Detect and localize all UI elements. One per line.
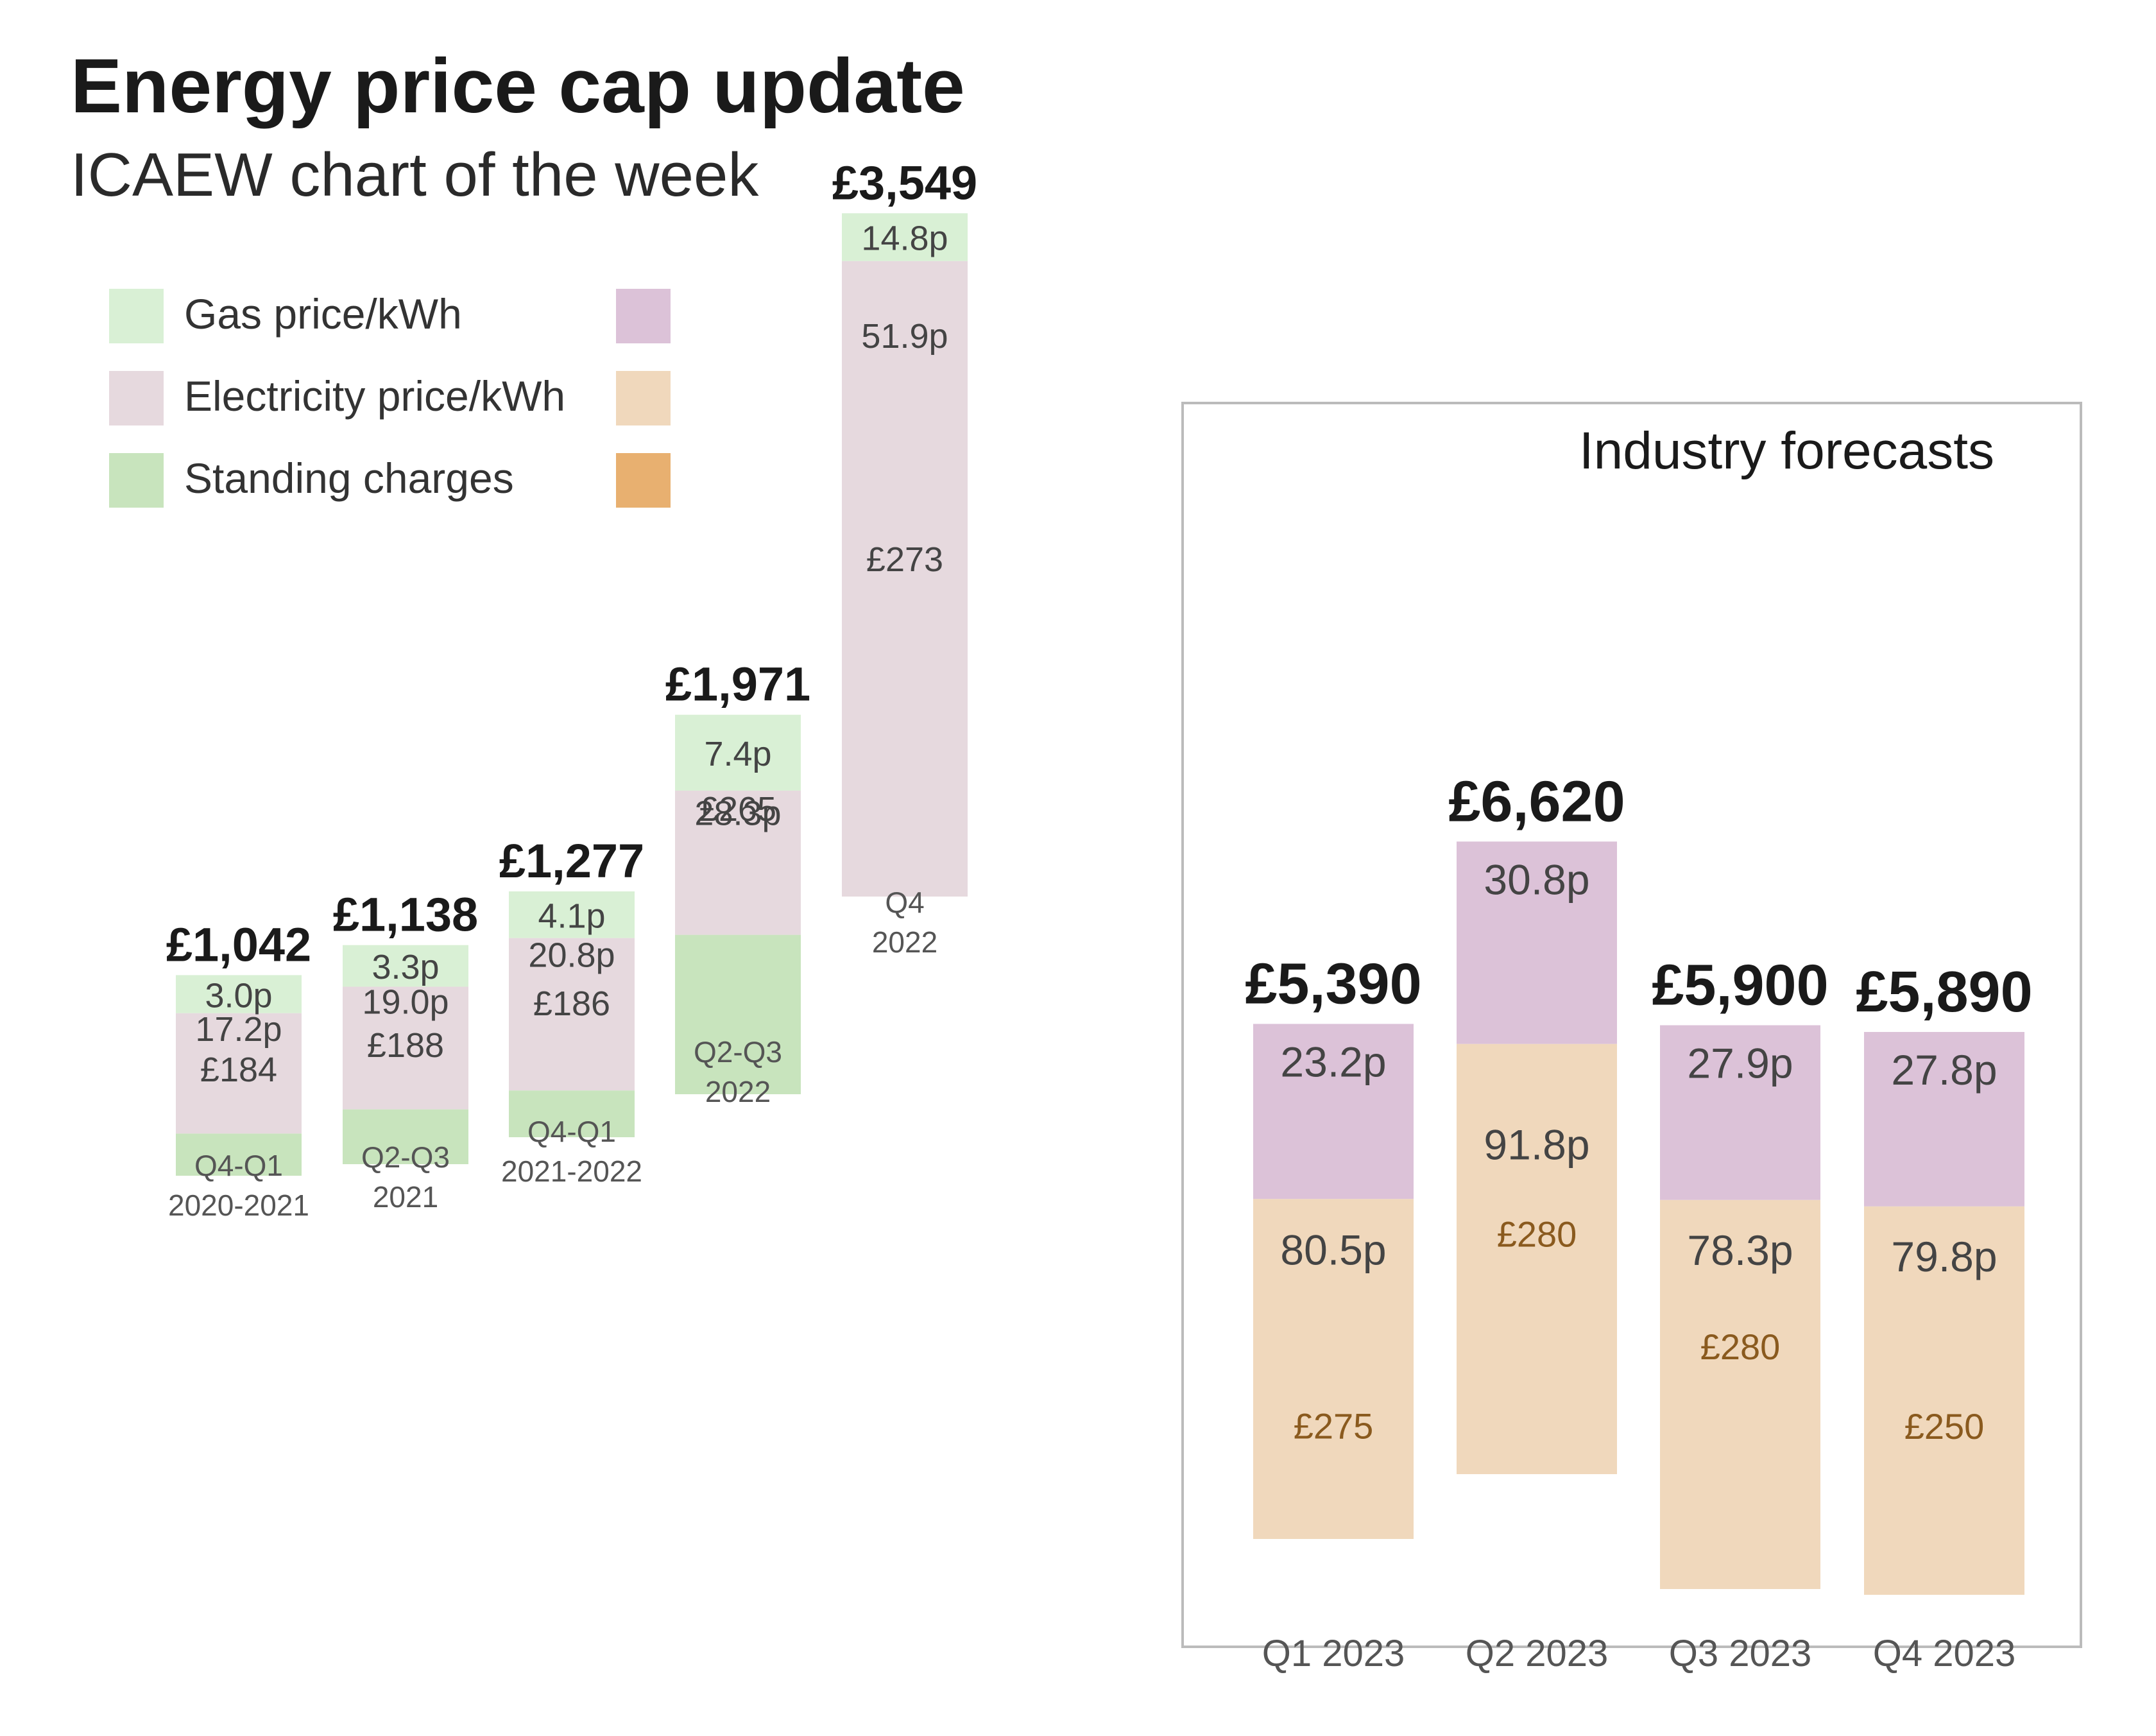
forecast-gas-label: 23.2p: [1280, 1038, 1386, 1085]
chart-title: Energy price cap update: [71, 43, 965, 129]
forecast-electricity-label: 79.8p: [1891, 1233, 1997, 1280]
historic-gas-segment: [343, 945, 468, 987]
forecast-electricity-segment: [1660, 1199, 1820, 1589]
historic-category-label: Q4-Q1: [194, 1149, 283, 1182]
historic-gas-label: 7.4p: [704, 735, 771, 773]
historic-electricity-label: 20.8p: [528, 936, 615, 975]
historic-standing-segment: [509, 1090, 635, 1137]
historic-electricity-label: 19.0p: [362, 983, 449, 1021]
historic-total-label: £1,971: [665, 658, 810, 711]
historic-electricity-segment: [343, 986, 468, 1110]
historic-total-label: £1,042: [166, 918, 311, 971]
legend: Gas price/kWh Electricity price/kWh Stan…: [109, 289, 671, 508]
historic-electricity-segment: [176, 1013, 302, 1134]
forecast-bars: £5,390 23.2p 80.5p £275 Q1 2023 £6,620 30.8p 91…: [1245, 769, 2032, 1674]
legend-swatch-electricity-forecast: [616, 371, 671, 425]
forecast-gas-segment: [1253, 1024, 1414, 1199]
forecast-electricity-segment: [1253, 1199, 1414, 1539]
historic-gas-segment: [675, 714, 801, 791]
forecast-category-label: Q1 2023: [1262, 1633, 1405, 1674]
historic-category-year: 2022: [705, 1075, 771, 1108]
historic-standing-label: £273: [866, 540, 943, 579]
forecast-gas-segment: [1457, 841, 1617, 1044]
historic-electricity-label: 17.2p: [195, 1010, 282, 1049]
forecast-electricity-label: 91.8p: [1484, 1121, 1589, 1168]
forecast-gas-segment: [1660, 1025, 1820, 1200]
forecast-gas-label: 27.8p: [1891, 1046, 1997, 1094]
historic-category-year: 2020-2021: [168, 1189, 309, 1222]
forecast-total-label: £5,890: [1856, 960, 2032, 1024]
legend-swatch-standing-historic: [109, 453, 164, 508]
forecast-total-label: £6,620: [1448, 769, 1625, 834]
forecast-standing-label: £280: [1497, 1214, 1577, 1254]
forecast-electricity-label: 80.5p: [1280, 1226, 1386, 1274]
forecast-gas-segment: [1864, 1031, 2024, 1207]
historic-category-year: 2021: [373, 1180, 438, 1214]
legend-label-standing: Standing charges: [184, 454, 514, 502]
forecast-standing-label: £275: [1294, 1405, 1374, 1446]
forecast-standing-label: £250: [1904, 1406, 1985, 1447]
chart-subtitle: ICAEW chart of the week: [71, 141, 759, 209]
forecast-electricity-segment: [1864, 1206, 2024, 1595]
historic-category-label: Q4-Q1: [527, 1115, 616, 1148]
historic-category-label: Q4: [885, 886, 924, 919]
forecast-panel-border: [1181, 402, 2082, 1648]
forecast-category-label: Q4 2023: [1873, 1633, 2016, 1674]
historic-gas-segment: [842, 213, 968, 261]
historic-total-label: £1,277: [499, 834, 644, 888]
legend-swatch-electricity-historic: [109, 371, 164, 425]
historic-electricity-label: 51.9p: [861, 317, 948, 356]
historic-standing-segment: [176, 1133, 302, 1176]
historic-standing-label: £188: [367, 1026, 444, 1065]
legend-label-gas: Gas price/kWh: [184, 290, 462, 338]
historic-standing-segment: [675, 934, 801, 1094]
historic-standing-label: £186: [533, 984, 610, 1023]
forecast-category-label: Q2 2023: [1466, 1633, 1609, 1674]
forecast-category-label: Q3 2023: [1669, 1633, 1812, 1674]
historic-electricity-label: 28.3p: [694, 794, 781, 832]
legend-swatch-gas-forecast: [616, 289, 671, 343]
forecast-electricity-segment: [1457, 1044, 1617, 1474]
historic-category-label: Q2-Q3: [694, 1035, 782, 1069]
historic-total-label: £1,138: [333, 888, 478, 941]
historic-electricity-segment: [842, 261, 968, 897]
historic-category-label: Q2-Q3: [361, 1140, 450, 1174]
forecast-gas-label: 27.9p: [1687, 1039, 1793, 1087]
forecast-total-label: £5,390: [1245, 952, 1421, 1016]
historic-category-year: 2022: [872, 925, 937, 959]
historic-standing-label: £184: [200, 1051, 277, 1089]
historic-total-label: £3,549: [832, 156, 977, 209]
legend-swatch-gas-historic: [109, 289, 164, 343]
historic-category-year: 2021-2022: [501, 1155, 642, 1188]
historic-gas-label: 3.3p: [372, 948, 439, 986]
forecast-electricity-label: 78.3p: [1687, 1226, 1793, 1274]
historic-standing-label: £265: [699, 790, 776, 829]
forecast-panel-title: Industry forecasts: [1579, 422, 1994, 480]
legend-swatch-standing-forecast: [616, 453, 671, 508]
forecast-total-label: £5,900: [1652, 953, 1828, 1017]
legend-label-electricity: Electricity price/kWh: [184, 372, 565, 420]
historic-electricity-segment: [509, 938, 635, 1091]
historic-electricity-segment: [675, 790, 801, 935]
forecast-gas-label: 30.8p: [1484, 855, 1589, 903]
historic-gas-label: 14.8p: [861, 219, 948, 258]
historic-standing-segment: [343, 1109, 468, 1164]
historic-gas-segment: [176, 975, 302, 1013]
historic-gas-label: 3.0p: [205, 976, 272, 1015]
historic-gas-label: 4.1p: [538, 897, 605, 935]
historic-gas-segment: [509, 891, 635, 938]
forecast-standing-label: £280: [1700, 1327, 1781, 1367]
